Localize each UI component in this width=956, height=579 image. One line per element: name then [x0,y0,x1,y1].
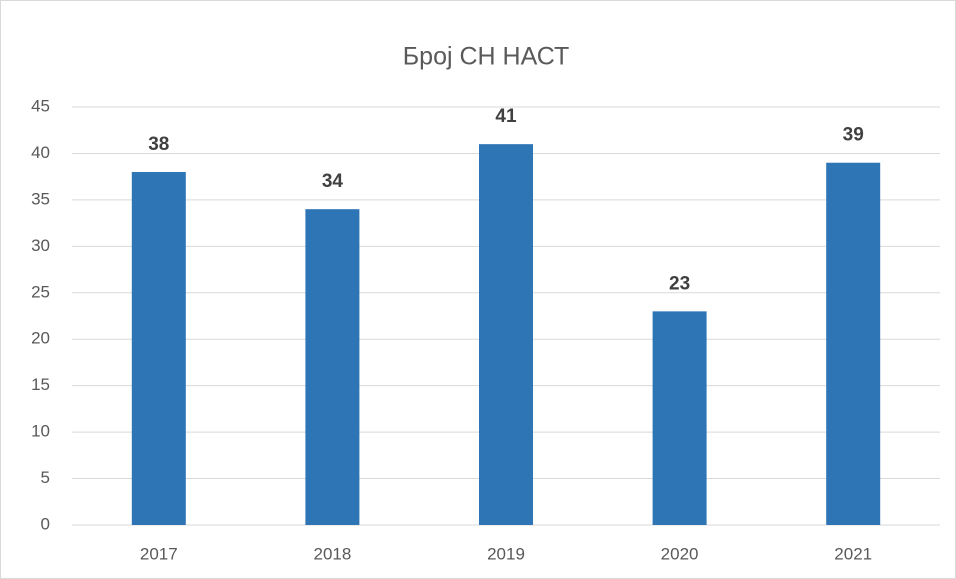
data-label: 34 [322,171,344,192]
y-tick-label: 45 [31,96,50,115]
y-tick-label: 20 [31,329,50,348]
y-tick-label: 35 [31,189,50,208]
bar [479,144,533,525]
y-tick-label: 40 [31,143,50,162]
x-tick-label: 2021 [834,544,872,563]
x-tick-label: 2018 [313,544,351,563]
y-tick-label: 30 [31,236,50,255]
y-tick-label: 10 [31,422,50,441]
y-tick-label: 0 [41,514,50,533]
data-label: 38 [148,134,169,155]
y-tick-label: 25 [31,282,50,301]
data-label: 39 [843,125,864,146]
y-tick-label: 15 [31,375,50,394]
x-tick-label: 2017 [140,544,178,563]
bar [652,311,707,525]
y-tick-label: 5 [41,468,50,487]
bar [826,162,881,525]
bar [305,209,360,525]
x-tick-label: 2019 [487,544,525,563]
data-label: 41 [495,106,517,127]
data-label: 23 [669,273,690,294]
x-tick-label: 2020 [661,544,699,563]
chart-title: Број СН НАСТ [403,43,569,71]
bar [131,172,186,525]
